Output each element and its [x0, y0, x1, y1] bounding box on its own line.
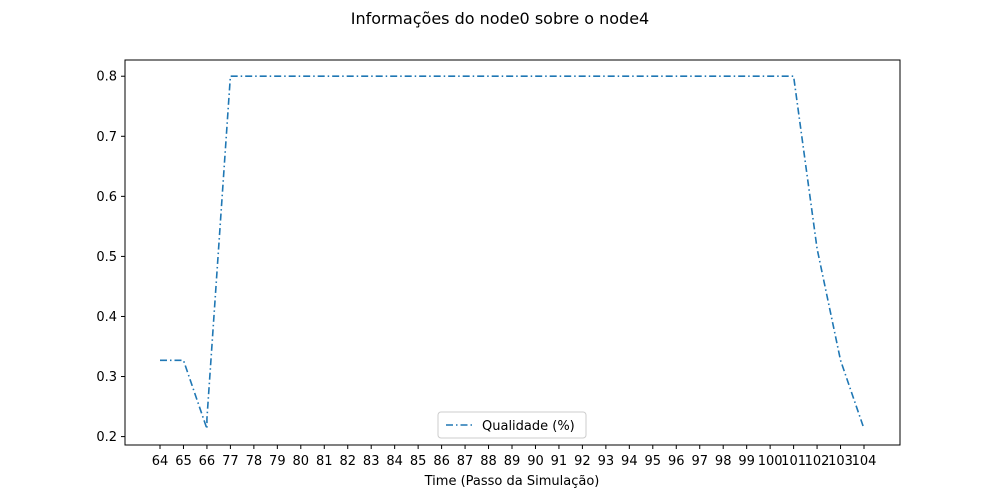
legend[interactable]: Qualidade (%) [437, 411, 587, 439]
x-tick-label: 78 [246, 454, 263, 469]
x-tick-label: 85 [410, 454, 427, 469]
x-axis-label: Time (Passo da Simulação) [424, 474, 600, 489]
y-tick-label: 0.2 [96, 430, 117, 445]
x-axis: 64 65 66 77 78 79 80 81 82 83 84 85 86 87 88 89 90 91 92 93… [152, 445, 877, 469]
x-tick-label: 94 [621, 454, 638, 469]
y-tick-label: 0.5 [96, 250, 117, 265]
x-tick-label: 99 [738, 454, 755, 469]
plot-area-frame [124, 59, 901, 446]
x-tick-label: 77 [222, 454, 239, 469]
chart-title: Informações do node0 sobre o node4 [351, 9, 649, 28]
x-tick-label: 64 [152, 454, 169, 469]
x-tick-label: 89 [504, 454, 521, 469]
x-tick-label: 103 [828, 454, 853, 469]
x-tick-label: 83 [363, 454, 380, 469]
x-tick-label: 80 [293, 454, 310, 469]
x-tick-label: 91 [551, 454, 568, 469]
x-tick-label: 88 [480, 454, 497, 469]
x-tick-label: 102 [805, 454, 830, 469]
x-tick-label: 93 [598, 454, 615, 469]
y-tick-label: 0.4 [96, 310, 117, 325]
legend-box [437, 411, 587, 439]
x-tick-label: 95 [645, 454, 662, 469]
series-line-qualidade [160, 75, 865, 430]
y-tick-label: 0.7 [96, 130, 117, 145]
x-tick-label: 84 [386, 454, 403, 469]
x-tick-label: 86 [433, 454, 450, 469]
x-tick-label: 90 [527, 454, 544, 469]
y-tick-label: 0.8 [96, 70, 117, 85]
y-tick-label: 0.3 [96, 370, 117, 385]
x-tick-label: 96 [668, 454, 685, 469]
x-tick-label: 104 [852, 454, 877, 469]
x-tick-label: 66 [199, 454, 216, 469]
x-tick-label: 79 [269, 454, 286, 469]
x-tick-label: 101 [781, 454, 806, 469]
legend-entry-label: Qualidade (%) [482, 419, 575, 434]
x-tick-label: 100 [758, 454, 783, 469]
x-tick-label: 82 [339, 454, 356, 469]
series-layer [160, 75, 865, 430]
x-tick-label: 65 [175, 454, 192, 469]
x-tick-label: 81 [316, 454, 333, 469]
x-tick-label: 92 [574, 454, 591, 469]
x-tick-label: 87 [457, 454, 474, 469]
x-tick-label: 97 [691, 454, 708, 469]
y-tick-label: 0.6 [96, 190, 117, 205]
y-axis: 0.2 0.3 0.4 0.5 0.6 0.7 0.8 [96, 70, 125, 445]
x-tick-label: 98 [715, 454, 732, 469]
